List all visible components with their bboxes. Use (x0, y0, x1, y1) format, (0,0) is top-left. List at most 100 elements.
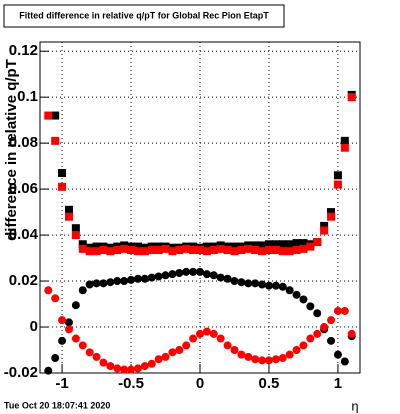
circle-marker (182, 341, 191, 350)
circle-marker (306, 302, 315, 311)
circle-marker (182, 267, 191, 276)
circle-marker (230, 346, 239, 355)
circle-marker (264, 356, 273, 365)
circle-marker (71, 301, 80, 310)
square-marker (154, 246, 163, 255)
circle-marker (327, 316, 336, 325)
circle-marker (333, 306, 342, 315)
circle-marker (244, 352, 253, 361)
square-marker (333, 171, 342, 180)
square-marker (264, 246, 273, 255)
circle-marker (78, 341, 87, 350)
circle-marker (292, 346, 301, 355)
square-marker (271, 246, 280, 255)
circle-marker (189, 334, 198, 343)
square-marker (313, 237, 322, 246)
square-marker (292, 239, 301, 248)
circle-marker (106, 362, 115, 371)
square-marker (106, 247, 115, 256)
circle-marker (313, 329, 322, 338)
circle-marker (147, 273, 156, 282)
square-marker (127, 246, 136, 255)
square-marker (306, 242, 315, 251)
square-marker (327, 212, 336, 221)
circle-marker (230, 277, 239, 286)
circle-marker (340, 357, 349, 366)
square-marker (44, 111, 53, 120)
square-marker (64, 205, 73, 214)
square-marker (133, 242, 142, 251)
circle-marker (71, 334, 80, 343)
square-marker (133, 247, 142, 256)
circle-marker (333, 350, 342, 359)
square-marker (327, 208, 336, 217)
circle-marker (154, 272, 163, 281)
circle-marker (175, 346, 184, 355)
circle-marker (127, 275, 136, 284)
y-tick-label: 0.02 (9, 272, 38, 289)
square-marker (278, 247, 287, 256)
square-marker (99, 246, 108, 255)
square-marker (140, 247, 149, 256)
circle-marker (306, 334, 315, 343)
circle-marker (271, 281, 280, 290)
circle-marker (161, 271, 170, 280)
circle-marker (258, 280, 267, 289)
square-marker (182, 244, 191, 253)
circle-marker (299, 295, 308, 304)
title-box (3, 4, 285, 28)
square-marker (340, 143, 349, 152)
square-marker (92, 247, 101, 256)
circle-marker (278, 354, 287, 363)
circle-marker (189, 267, 198, 276)
square-marker (258, 241, 267, 250)
circle-marker (99, 279, 108, 288)
square-marker (230, 247, 239, 256)
circle-marker (168, 270, 177, 279)
circle-marker (196, 267, 204, 276)
x-tick-label: 0.5 (259, 375, 280, 392)
square-marker (161, 244, 170, 253)
circle-marker (209, 329, 218, 338)
square-marker (71, 231, 80, 240)
circle-marker (237, 350, 246, 359)
x-tick-label: 0 (196, 375, 204, 392)
circle-marker (64, 318, 73, 327)
circle-marker (347, 329, 356, 338)
square-marker (175, 246, 184, 255)
timestamp: Tue Oct 20 18:07:41 2020 (4, 400, 110, 410)
circle-marker (58, 316, 67, 325)
square-marker (237, 246, 246, 255)
circle-marker (327, 336, 336, 345)
square-marker (85, 247, 94, 256)
circle-marker (51, 354, 60, 363)
square-marker (258, 247, 267, 256)
square-marker (264, 240, 273, 249)
circle-marker (140, 274, 149, 283)
circle-marker (85, 348, 94, 357)
x-axis-label: η (351, 398, 358, 413)
circle-marker (85, 280, 94, 289)
square-marker (51, 111, 60, 120)
square-marker (216, 244, 225, 253)
circle-marker (313, 309, 322, 318)
square-marker (202, 242, 211, 251)
y-tick-label: -0.02 (4, 364, 38, 381)
circle-marker (202, 270, 211, 279)
circle-marker (244, 279, 253, 288)
circle-marker (140, 362, 149, 371)
square-marker (202, 247, 211, 256)
square-marker (92, 242, 101, 251)
y-axis-label: difference in relative q/pT (3, 59, 20, 241)
square-marker (196, 246, 204, 255)
circle-marker (51, 294, 60, 303)
circle-marker (113, 277, 122, 286)
square-marker (320, 221, 329, 230)
y-tick-label: 0.06 (9, 180, 38, 197)
square-marker (299, 239, 308, 248)
circle-marker (168, 348, 177, 357)
circle-marker (58, 336, 67, 345)
square-marker (120, 244, 129, 253)
circle-marker (196, 329, 204, 338)
circle-marker (320, 323, 329, 332)
